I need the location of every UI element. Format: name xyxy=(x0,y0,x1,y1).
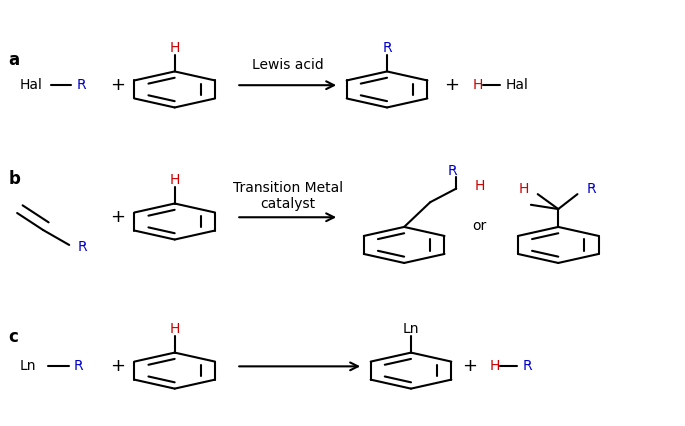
Text: R: R xyxy=(448,164,458,178)
Text: R: R xyxy=(586,181,596,196)
Text: or: or xyxy=(473,219,486,233)
Text: H: H xyxy=(519,181,530,196)
Text: R: R xyxy=(77,78,86,92)
Text: H: H xyxy=(169,322,180,336)
Text: Hal: Hal xyxy=(506,78,528,92)
Text: Lewis acid: Lewis acid xyxy=(252,58,323,72)
Text: Ln: Ln xyxy=(403,322,419,336)
Text: +: + xyxy=(110,208,125,226)
Text: a: a xyxy=(8,51,19,69)
Text: R: R xyxy=(74,360,84,373)
Text: Ln: Ln xyxy=(19,360,36,373)
Text: +: + xyxy=(445,76,460,94)
Text: H: H xyxy=(475,179,486,193)
Text: R: R xyxy=(382,41,392,55)
Text: H: H xyxy=(169,41,180,55)
Text: +: + xyxy=(462,357,477,375)
Text: b: b xyxy=(8,170,20,188)
Text: +: + xyxy=(110,357,125,375)
Text: R: R xyxy=(78,240,88,254)
Text: Hal: Hal xyxy=(19,78,42,92)
Text: H: H xyxy=(169,173,180,187)
Text: H: H xyxy=(490,360,500,373)
Text: R: R xyxy=(523,360,532,373)
Text: c: c xyxy=(8,328,18,345)
Text: H: H xyxy=(473,78,483,92)
Text: Transition Metal
catalyst: Transition Metal catalyst xyxy=(233,181,342,211)
Text: +: + xyxy=(110,76,125,94)
